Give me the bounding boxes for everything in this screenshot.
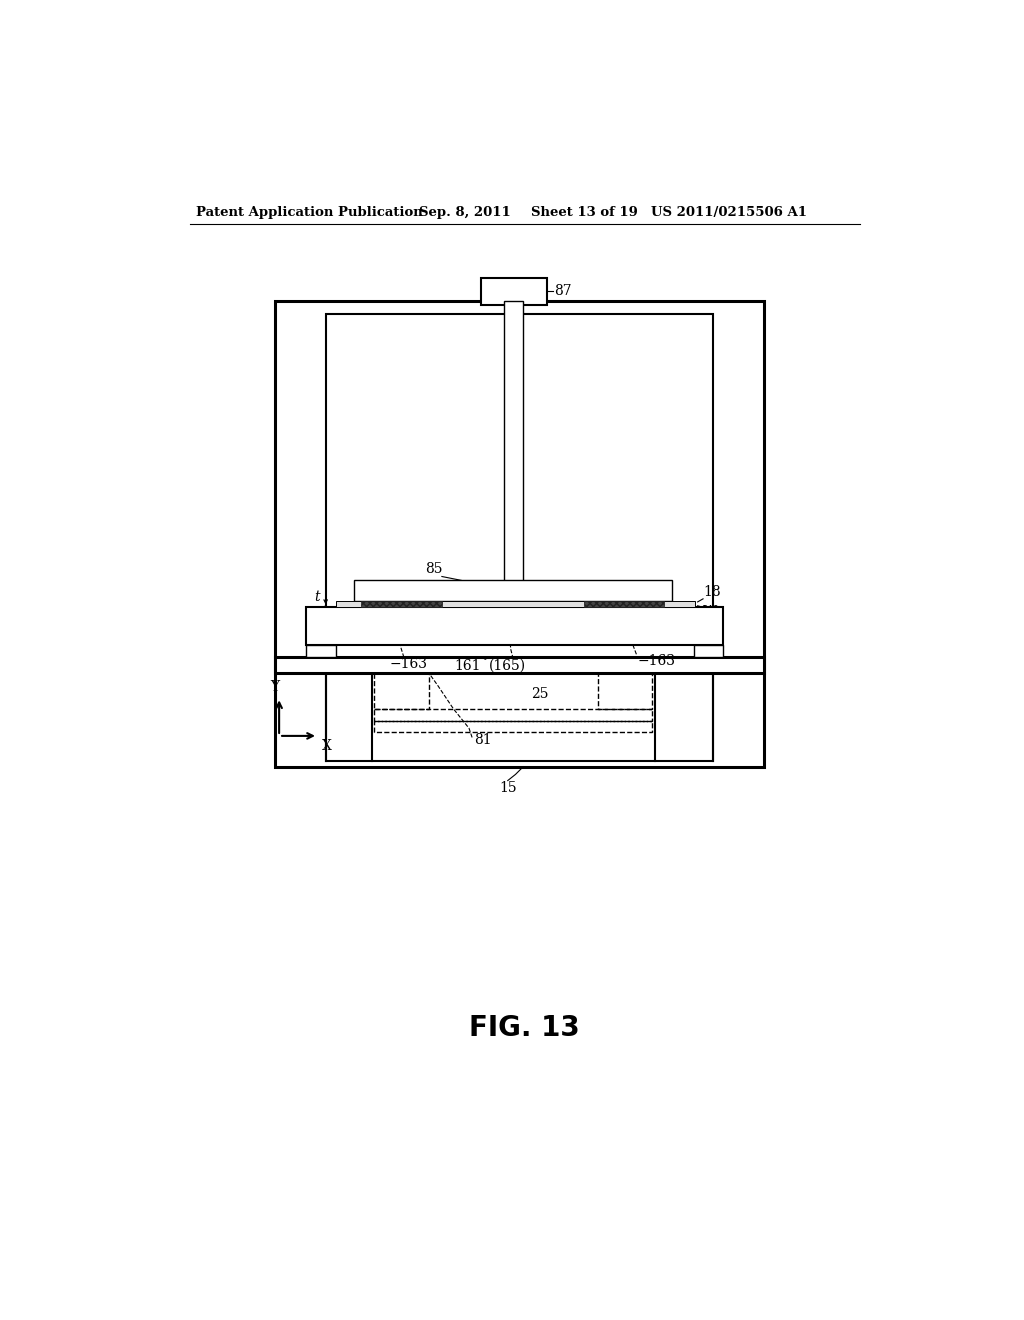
- Text: 81: 81: [474, 733, 492, 747]
- Bar: [275, 657, 764, 673]
- Bar: [584, 601, 665, 607]
- Text: Y: Y: [270, 680, 280, 693]
- Bar: [598, 673, 652, 709]
- Bar: [693, 645, 723, 657]
- Bar: [354, 581, 672, 601]
- Text: W: W: [703, 605, 717, 619]
- Text: −163: −163: [390, 657, 428, 672]
- Text: 87: 87: [554, 284, 571, 298]
- Bar: [306, 645, 336, 657]
- Text: X: X: [322, 739, 332, 752]
- Bar: [336, 601, 695, 607]
- Text: (165): (165): [489, 659, 526, 673]
- Bar: [375, 673, 429, 709]
- Text: Sheet 13 of 19: Sheet 13 of 19: [531, 206, 638, 219]
- Bar: [504, 301, 523, 589]
- Bar: [375, 721, 652, 733]
- Text: 161: 161: [454, 659, 480, 673]
- Bar: [275, 301, 764, 767]
- Text: FIG. 13: FIG. 13: [469, 1015, 581, 1043]
- Bar: [480, 277, 547, 305]
- Bar: [326, 314, 713, 760]
- Text: 18: 18: [703, 585, 721, 599]
- Text: −163: −163: [638, 655, 676, 668]
- Text: Sep. 8, 2011: Sep. 8, 2011: [419, 206, 510, 219]
- Text: ₁: ₁: [482, 652, 486, 663]
- Text: 25: 25: [531, 686, 549, 701]
- Bar: [360, 601, 442, 607]
- Text: t: t: [314, 590, 321, 605]
- Text: Patent Application Publication: Patent Application Publication: [197, 206, 423, 219]
- Text: 15: 15: [499, 780, 516, 795]
- Text: US 2011/0215506 A1: US 2011/0215506 A1: [651, 206, 807, 219]
- Bar: [375, 709, 652, 721]
- Bar: [306, 607, 723, 645]
- Text: 85: 85: [425, 562, 442, 576]
